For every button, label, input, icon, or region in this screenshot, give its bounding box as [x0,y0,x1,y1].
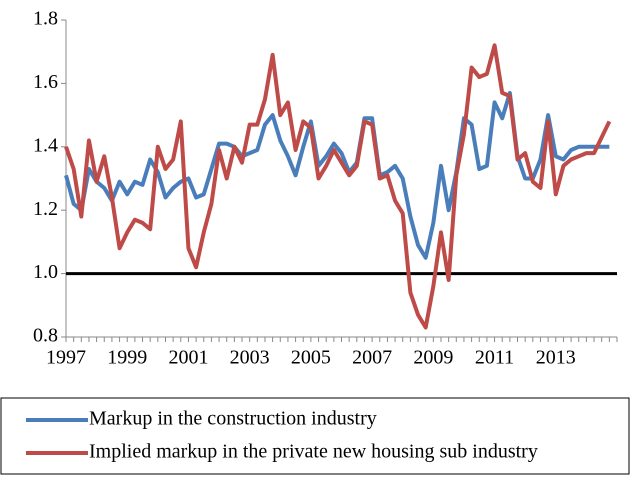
legend-label: Implied markup in the private new housin… [89,441,538,463]
x-tick-label: 2007 [352,347,392,369]
y-tick-label: 1.4 [33,134,58,156]
legend-label: Markup in the construction industry [89,408,377,430]
x-tick-label: 2011 [475,347,514,369]
y-tick-label: 1.2 [33,198,58,220]
y-tick-label: 1.0 [33,261,58,283]
series-line [64,43,612,330]
x-tick-label: 2001 [168,347,208,369]
y-tick-label: 1.6 [33,71,58,93]
x-tick-label: 2003 [230,347,270,369]
x-tick-label: 1997 [46,347,86,369]
y-tick-label: 0.8 [33,325,58,347]
x-tick-label: 2013 [536,347,576,369]
legend-box [0,397,630,475]
x-tick-label: 1999 [107,347,147,369]
x-tick-label: 2005 [291,347,331,369]
series-line [64,90,610,260]
y-tick-label: 1.8 [33,8,58,30]
x-tick-label: 2009 [413,347,453,369]
